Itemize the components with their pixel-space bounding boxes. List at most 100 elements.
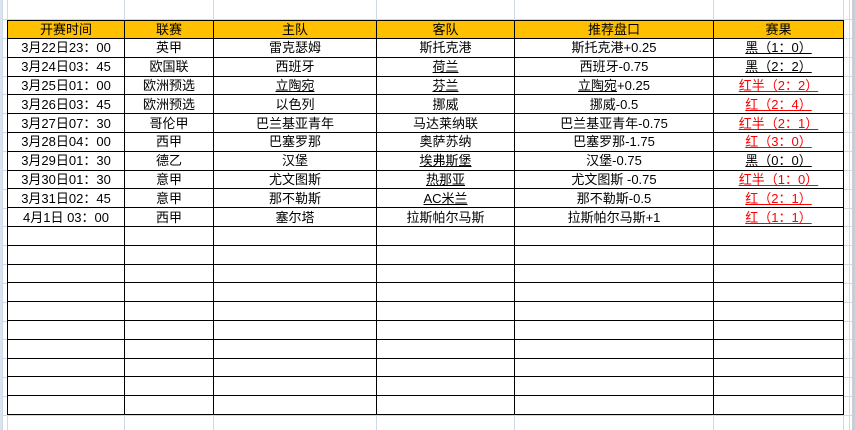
cell-kickoff-time[interactable]: 3月29日01：30 bbox=[7, 150, 125, 171]
empty-cell[interactable] bbox=[213, 225, 377, 246]
cell-away-team[interactable]: AC米兰 bbox=[376, 188, 515, 209]
cell-result[interactable]: 红（2：4） bbox=[713, 94, 844, 115]
cell-league[interactable]: 欧洲预选 bbox=[124, 94, 214, 115]
cell-handicap[interactable]: 斯托克港+0.25 bbox=[514, 38, 714, 58]
empty-cell[interactable] bbox=[7, 338, 125, 359]
cell-kickoff-time[interactable]: 3月31日02：45 bbox=[7, 188, 125, 209]
cell-away-team[interactable]: 埃弗斯堡 bbox=[376, 150, 515, 171]
cell-away-team[interactable]: 荷兰 bbox=[376, 56, 515, 77]
empty-cell[interactable] bbox=[376, 357, 515, 378]
cell-away-team[interactable]: 热那亚 bbox=[376, 169, 515, 190]
empty-cell[interactable] bbox=[376, 263, 515, 284]
empty-cell[interactable] bbox=[124, 395, 214, 415]
empty-cell[interactable] bbox=[7, 376, 125, 397]
cell-handicap[interactable]: 汉堡-0.75 bbox=[514, 150, 714, 171]
cell-result[interactable]: 黑（0：0） bbox=[713, 150, 844, 171]
empty-cell[interactable] bbox=[124, 225, 214, 246]
empty-cell[interactable] bbox=[213, 376, 377, 397]
empty-cell[interactable] bbox=[713, 263, 844, 284]
empty-cell[interactable] bbox=[124, 357, 214, 378]
header-result[interactable]: 赛果 bbox=[713, 20, 844, 39]
header-kickoff-time[interactable]: 开赛时间 bbox=[7, 20, 125, 39]
cell-handicap[interactable]: 那不勒斯-0.5 bbox=[514, 188, 714, 209]
cell-away-team[interactable]: 芬兰 bbox=[376, 75, 515, 96]
empty-cell[interactable] bbox=[514, 263, 714, 284]
cell-league[interactable]: 西甲 bbox=[124, 131, 214, 152]
empty-cell[interactable] bbox=[7, 282, 125, 303]
empty-cell[interactable] bbox=[124, 319, 214, 340]
cell-league[interactable]: 意甲 bbox=[124, 169, 214, 190]
cell-handicap[interactable]: 挪威-0.5 bbox=[514, 94, 714, 115]
cell-handicap[interactable]: 立陶宛+0.25 bbox=[514, 75, 714, 96]
empty-cell[interactable] bbox=[376, 395, 515, 415]
cell-handicap[interactable]: 巴兰基亚青年-0.75 bbox=[514, 113, 714, 133]
cell-home-team[interactable]: 尤文图斯 bbox=[213, 169, 377, 190]
empty-cell[interactable] bbox=[514, 244, 714, 265]
empty-cell[interactable] bbox=[213, 338, 377, 359]
cell-home-team[interactable]: 雷克瑟姆 bbox=[213, 38, 377, 58]
empty-cell[interactable] bbox=[713, 301, 844, 321]
empty-cell[interactable] bbox=[213, 301, 377, 321]
cell-league[interactable]: 英甲 bbox=[124, 38, 214, 58]
cell-league[interactable]: 欧洲预选 bbox=[124, 75, 214, 96]
empty-cell[interactable] bbox=[213, 244, 377, 265]
empty-cell[interactable] bbox=[213, 395, 377, 415]
header-home-team[interactable]: 主队 bbox=[213, 20, 377, 39]
empty-cell[interactable] bbox=[713, 357, 844, 378]
cell-handicap[interactable]: 巴塞罗那-1.75 bbox=[514, 131, 714, 152]
empty-cell[interactable] bbox=[713, 319, 844, 340]
cell-away-team[interactable]: 斯托克港 bbox=[376, 38, 515, 58]
empty-cell[interactable] bbox=[213, 319, 377, 340]
empty-cell[interactable] bbox=[7, 225, 125, 246]
cell-kickoff-time[interactable]: 3月30日01：30 bbox=[7, 169, 125, 190]
empty-cell[interactable] bbox=[124, 376, 214, 397]
empty-cell[interactable] bbox=[124, 338, 214, 359]
empty-cell[interactable] bbox=[7, 263, 125, 284]
empty-cell[interactable] bbox=[713, 225, 844, 246]
empty-cell[interactable] bbox=[7, 319, 125, 340]
empty-cell[interactable] bbox=[376, 319, 515, 340]
cell-kickoff-time[interactable]: 3月27日07：30 bbox=[7, 113, 125, 133]
empty-cell[interactable] bbox=[7, 301, 125, 321]
empty-cell[interactable] bbox=[376, 338, 515, 359]
cell-result[interactable]: 红半（2：1） bbox=[713, 113, 844, 133]
empty-cell[interactable] bbox=[124, 301, 214, 321]
empty-cell[interactable] bbox=[713, 376, 844, 397]
header-away-team[interactable]: 客队 bbox=[376, 20, 515, 39]
header-league[interactable]: 联赛 bbox=[124, 20, 214, 39]
header-handicap[interactable]: 推荐盘口 bbox=[514, 20, 714, 39]
cell-result[interactable]: 红（3：0） bbox=[713, 131, 844, 152]
cell-result[interactable]: 黑（2：2） bbox=[713, 56, 844, 77]
empty-cell[interactable] bbox=[213, 263, 377, 284]
empty-cell[interactable] bbox=[713, 395, 844, 415]
empty-cell[interactable] bbox=[376, 282, 515, 303]
empty-cell[interactable] bbox=[7, 395, 125, 415]
cell-kickoff-time[interactable]: 3月25日01：00 bbox=[7, 75, 125, 96]
empty-cell[interactable] bbox=[713, 282, 844, 303]
cell-result[interactable]: 红（1：1） bbox=[713, 207, 844, 227]
cell-home-team[interactable]: 立陶宛 bbox=[213, 75, 377, 96]
cell-result[interactable]: 红半（1：0） bbox=[713, 169, 844, 190]
cell-kickoff-time[interactable]: 3月28日04：00 bbox=[7, 131, 125, 152]
empty-cell[interactable] bbox=[124, 244, 214, 265]
empty-cell[interactable] bbox=[376, 244, 515, 265]
cell-result[interactable]: 红（2：1） bbox=[713, 188, 844, 209]
cell-home-team[interactable]: 塞尔塔 bbox=[213, 207, 377, 227]
empty-cell[interactable] bbox=[514, 376, 714, 397]
empty-cell[interactable] bbox=[376, 376, 515, 397]
empty-cell[interactable] bbox=[7, 357, 125, 378]
empty-cell[interactable] bbox=[713, 244, 844, 265]
empty-cell[interactable] bbox=[514, 301, 714, 321]
cell-home-team[interactable]: 西班牙 bbox=[213, 56, 377, 77]
cell-home-team[interactable]: 那不勒斯 bbox=[213, 188, 377, 209]
cell-home-team[interactable]: 巴塞罗那 bbox=[213, 131, 377, 152]
empty-cell[interactable] bbox=[124, 282, 214, 303]
empty-cell[interactable] bbox=[7, 244, 125, 265]
cell-result[interactable]: 红半（2：2） bbox=[713, 75, 844, 96]
empty-cell[interactable] bbox=[514, 319, 714, 340]
empty-cell[interactable] bbox=[514, 282, 714, 303]
empty-cell[interactable] bbox=[376, 225, 515, 246]
cell-home-team[interactable]: 汉堡 bbox=[213, 150, 377, 171]
cell-away-team[interactable]: 拉斯帕尔马斯 bbox=[376, 207, 515, 227]
cell-kickoff-time[interactable]: 4月1日 03：00 bbox=[7, 207, 125, 227]
